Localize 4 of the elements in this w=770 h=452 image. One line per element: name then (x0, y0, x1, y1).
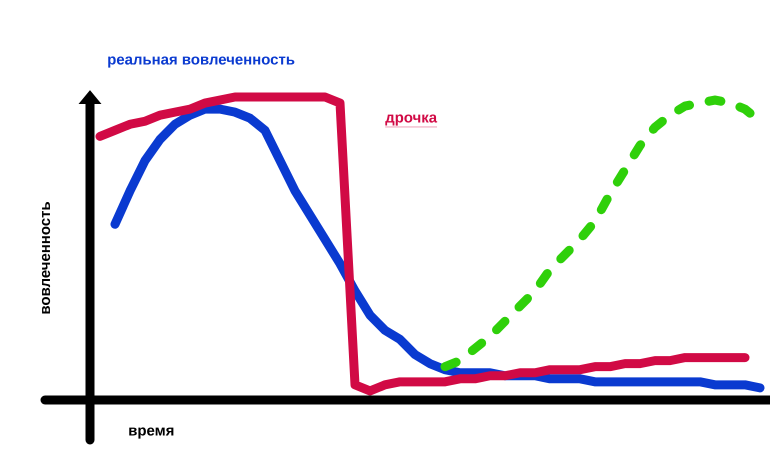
x-axis-title: время (129, 427, 174, 439)
text: дрочка (385, 114, 438, 126)
y-axis-title: вовлеченность (42, 202, 50, 314)
text: реальная вовлеченность (108, 56, 294, 68)
